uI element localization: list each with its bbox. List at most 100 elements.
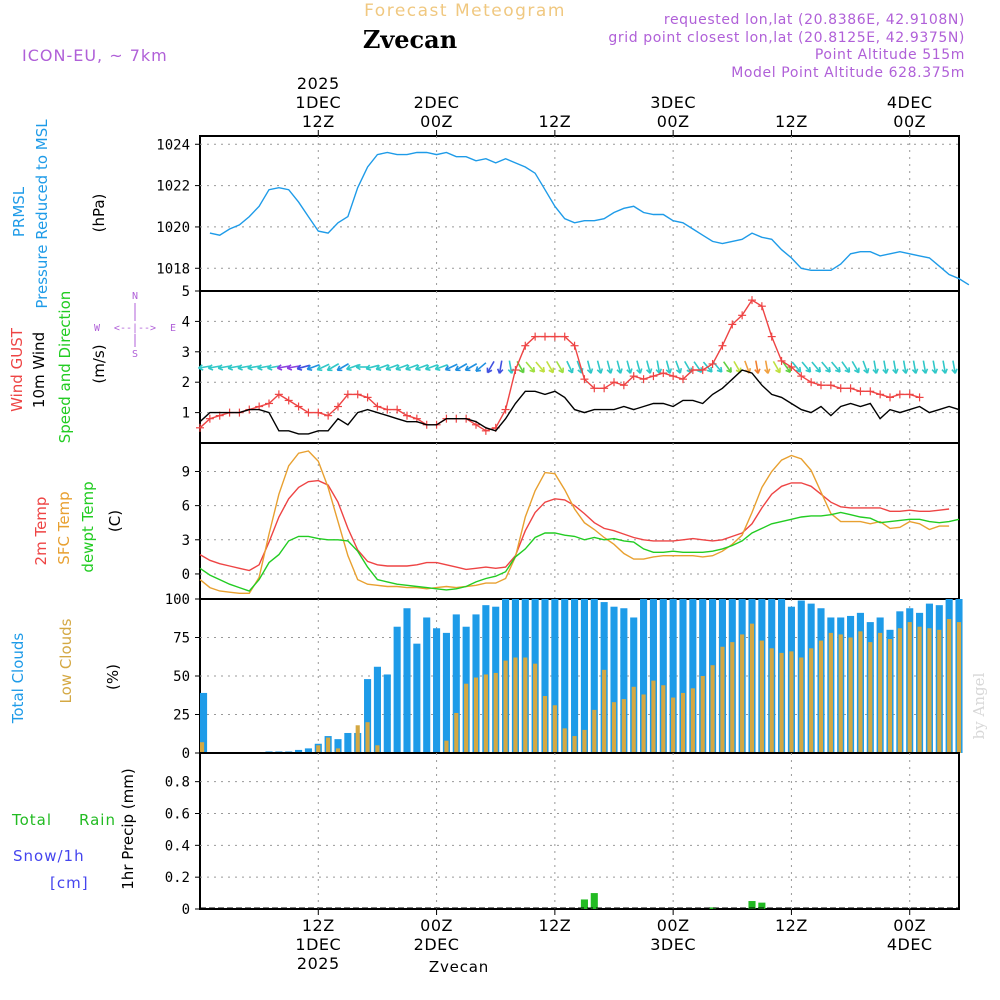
wind-arrow-head xyxy=(496,368,501,374)
wind-arrow-head xyxy=(518,369,524,374)
bar xyxy=(335,748,341,753)
bar xyxy=(671,697,676,753)
label-10m-wind: 10m Wind xyxy=(30,332,48,408)
wind-arrow-head xyxy=(257,364,262,369)
bar xyxy=(383,674,391,753)
wind-arrow-head xyxy=(844,369,850,374)
wind-arrow-shaft xyxy=(297,364,310,370)
wind-arrow-head xyxy=(217,364,223,369)
wind-arrow-shaft xyxy=(405,364,419,370)
bar xyxy=(355,725,360,753)
compass-w: W xyxy=(94,323,101,334)
wind-arrow-head xyxy=(405,364,410,370)
wind-arrow-shaft xyxy=(306,364,320,370)
bar xyxy=(779,652,784,753)
label-2m-temp: 2m Temp xyxy=(32,497,50,566)
bar xyxy=(590,893,598,909)
y-tick-label: 1020 xyxy=(156,220,190,236)
wind-arrow-head xyxy=(941,369,946,374)
wind-arrow-shaft xyxy=(385,364,399,370)
bar xyxy=(552,705,557,753)
bar xyxy=(200,742,205,753)
bar xyxy=(759,640,764,753)
y-tick-label: 0.4 xyxy=(165,838,190,854)
bar xyxy=(956,622,962,753)
wind-arrow-head xyxy=(636,369,641,374)
panel-frame xyxy=(199,135,960,292)
wind-arrow-head xyxy=(247,364,253,369)
bar xyxy=(393,626,401,753)
y-tick-label: 1024 xyxy=(156,137,190,153)
bar xyxy=(592,709,597,753)
wind-arrow xyxy=(286,364,301,371)
bars-total-clouds xyxy=(200,599,963,753)
series-line-sfc-temp xyxy=(199,450,950,594)
compass-e: E xyxy=(170,323,176,334)
wind-arrow xyxy=(375,364,389,372)
wind-arrow-head xyxy=(365,364,371,370)
wind-arrow-shaft xyxy=(425,364,439,370)
wind-arrow xyxy=(444,363,458,372)
wind-arrow-head xyxy=(336,365,341,371)
wind-arrow-shaft xyxy=(952,360,956,374)
y-tick-label: 1 xyxy=(182,406,190,422)
wind-arrow-shaft xyxy=(545,360,554,374)
wind-arrow xyxy=(545,360,555,374)
wind-arrow xyxy=(586,360,594,374)
wind-arrow xyxy=(636,360,643,374)
wind-arrow-shaft xyxy=(336,363,349,371)
wind-arrow-head xyxy=(539,369,545,373)
compass-n: N xyxy=(132,291,138,302)
wind-arrow xyxy=(782,361,792,374)
wind-arrow xyxy=(237,364,251,371)
wind-arrow-shaft xyxy=(616,360,622,374)
y-tick-label: 0 xyxy=(182,902,190,918)
bar xyxy=(571,599,579,753)
wind-arrow-head xyxy=(795,369,801,373)
wind-arrow xyxy=(882,360,889,374)
wind-arrow xyxy=(683,360,693,374)
wind-arrow-shaft xyxy=(218,365,232,369)
wind-arrow-shaft xyxy=(237,365,251,369)
wind-arrow-shaft xyxy=(764,360,769,374)
wind-arrow-head xyxy=(675,369,681,374)
wind-arrow xyxy=(507,360,515,374)
top-time-label: 12Z xyxy=(775,112,808,131)
y-tick-label: 0 xyxy=(182,567,190,583)
wind-arrow xyxy=(365,364,379,371)
bar xyxy=(730,642,735,753)
wind-arrow-head xyxy=(567,369,573,374)
bar xyxy=(661,685,666,753)
wind-arrow-shaft xyxy=(455,363,468,371)
wind-arrow xyxy=(616,360,623,374)
top-time-label: 2DEC xyxy=(414,93,460,112)
wind-arrow-shaft xyxy=(722,361,732,373)
bar xyxy=(758,902,766,909)
series-line-prmsl xyxy=(209,151,970,286)
wind-arrow-shaft xyxy=(465,363,478,371)
wind-arrow-shaft xyxy=(287,365,301,369)
wind-arrow-shaft xyxy=(555,360,564,374)
wind-arrow-head xyxy=(355,363,361,368)
wind-arrow-head xyxy=(548,369,554,374)
wind-arrow-shaft xyxy=(626,360,632,374)
bar xyxy=(689,599,697,753)
wind-arrow-shaft xyxy=(656,360,661,374)
bar xyxy=(364,679,372,753)
label-cm: [cm] xyxy=(50,874,89,892)
wind-arrow xyxy=(851,360,860,374)
bar xyxy=(464,683,469,753)
y-tick-label: 1022 xyxy=(156,179,190,195)
panel-pressure: 1018 1020 1022 1024 xyxy=(156,135,970,292)
bar xyxy=(709,907,717,909)
wind-arrow xyxy=(872,360,879,374)
bar xyxy=(669,599,677,753)
wind-arrow xyxy=(655,360,663,374)
wind-arrow-head xyxy=(853,369,860,374)
wind-arrow-shaft xyxy=(744,360,751,374)
wind-arrow-head xyxy=(464,365,469,371)
wind-arrow-head xyxy=(207,364,213,369)
bottom-time-label: 00Z xyxy=(657,916,690,935)
wind-arrow-shaft xyxy=(257,365,271,369)
